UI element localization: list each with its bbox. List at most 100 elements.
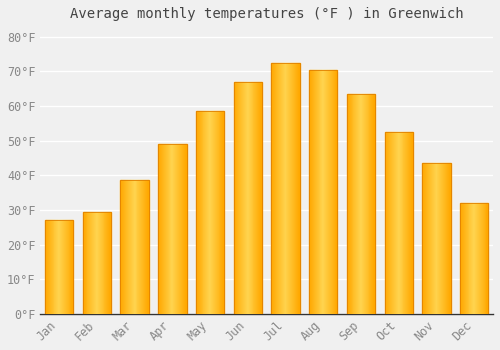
Bar	[181, 144, 182, 314]
Bar	[296, 63, 297, 314]
Bar	[288, 63, 290, 314]
Bar	[65, 220, 66, 314]
Bar	[309, 70, 338, 314]
Bar	[166, 144, 168, 314]
Bar	[374, 94, 375, 314]
Bar	[88, 212, 90, 314]
Bar	[274, 63, 275, 314]
Bar	[159, 144, 160, 314]
Bar	[218, 111, 220, 314]
Bar	[410, 132, 411, 314]
Bar	[63, 220, 64, 314]
Bar	[463, 203, 464, 314]
Bar	[214, 111, 215, 314]
Bar	[462, 203, 463, 314]
Bar	[329, 70, 330, 314]
Bar	[175, 144, 176, 314]
Bar	[140, 181, 141, 314]
Bar	[45, 220, 46, 314]
Bar	[295, 63, 296, 314]
Bar	[216, 111, 218, 314]
Bar	[72, 220, 74, 314]
Bar	[424, 163, 425, 314]
Bar	[100, 212, 102, 314]
Bar	[83, 212, 111, 314]
Bar	[129, 181, 130, 314]
Bar	[422, 163, 424, 314]
Bar	[97, 212, 98, 314]
Bar	[278, 63, 279, 314]
Bar	[47, 220, 48, 314]
Bar	[322, 70, 324, 314]
Bar	[197, 111, 198, 314]
Bar	[172, 144, 174, 314]
Bar	[48, 220, 49, 314]
Bar	[50, 220, 51, 314]
Bar	[238, 82, 240, 314]
Bar	[412, 132, 413, 314]
Bar	[196, 111, 197, 314]
Bar	[350, 94, 352, 314]
Bar	[445, 163, 446, 314]
Bar	[328, 70, 329, 314]
Bar	[357, 94, 358, 314]
Bar	[348, 94, 350, 314]
Bar	[292, 63, 293, 314]
Bar	[279, 63, 280, 314]
Bar	[142, 181, 143, 314]
Bar	[331, 70, 332, 314]
Bar	[477, 203, 478, 314]
Bar	[122, 181, 124, 314]
Bar	[110, 212, 111, 314]
Bar	[310, 70, 311, 314]
Bar	[438, 163, 440, 314]
Bar	[102, 212, 104, 314]
Bar	[272, 63, 299, 314]
Bar	[280, 63, 281, 314]
Bar	[243, 82, 244, 314]
Bar	[408, 132, 409, 314]
Bar	[92, 212, 93, 314]
Bar	[98, 212, 99, 314]
Bar	[138, 181, 140, 314]
Bar	[430, 163, 431, 314]
Bar	[256, 82, 257, 314]
Bar	[56, 220, 58, 314]
Bar	[466, 203, 468, 314]
Bar	[460, 203, 461, 314]
Bar	[325, 70, 326, 314]
Bar	[281, 63, 282, 314]
Bar	[365, 94, 366, 314]
Bar	[294, 63, 295, 314]
Bar	[241, 82, 242, 314]
Bar	[465, 203, 466, 314]
Bar	[108, 212, 109, 314]
Bar	[182, 144, 184, 314]
Bar	[446, 163, 447, 314]
Bar	[431, 163, 432, 314]
Bar	[480, 203, 481, 314]
Bar	[258, 82, 259, 314]
Bar	[164, 144, 165, 314]
Bar	[45, 220, 74, 314]
Bar	[170, 144, 172, 314]
Bar	[402, 132, 404, 314]
Bar	[94, 212, 95, 314]
Bar	[347, 94, 375, 314]
Bar	[162, 144, 163, 314]
Bar	[210, 111, 211, 314]
Bar	[400, 132, 402, 314]
Bar	[177, 144, 178, 314]
Bar	[409, 132, 410, 314]
Bar	[313, 70, 314, 314]
Bar	[386, 132, 388, 314]
Bar	[448, 163, 450, 314]
Bar	[394, 132, 395, 314]
Bar	[198, 111, 199, 314]
Bar	[360, 94, 361, 314]
Bar	[422, 163, 450, 314]
Bar	[146, 181, 147, 314]
Bar	[259, 82, 260, 314]
Bar	[320, 70, 322, 314]
Bar	[96, 212, 97, 314]
